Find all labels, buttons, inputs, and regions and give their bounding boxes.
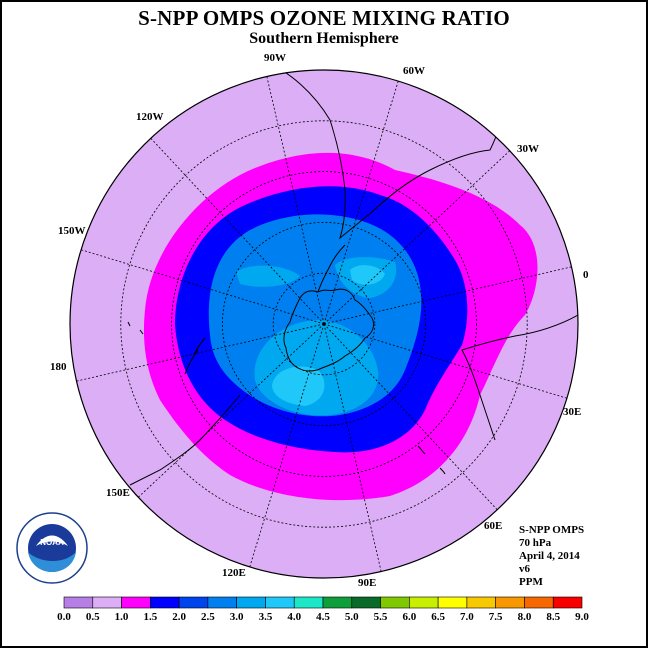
colorbar-swatch	[409, 596, 439, 609]
lon-label-60E: 60E	[484, 520, 502, 532]
antarctica-coast	[283, 288, 375, 372]
colorbar-tick-label: 1.0	[115, 611, 129, 623]
noaa-logo-wave	[28, 552, 76, 572]
colorbar	[63, 596, 583, 609]
colorbar-tick-label: 5.5	[374, 611, 388, 623]
colorbar-swatch	[524, 596, 554, 609]
noaa-logo: NOAA	[16, 512, 88, 584]
colorbar-tick-label: 7.5	[489, 611, 503, 623]
contour-3.0-3.5	[272, 366, 325, 406]
map-subtitle: Southern Hemisphere	[249, 30, 399, 47]
colorbar-swatch	[236, 596, 266, 609]
colorbar-tick-label: 3.0	[230, 611, 244, 623]
colorbar-tick-label: 0.0	[57, 611, 71, 623]
info-units: PPM	[519, 576, 543, 588]
lon-label-60W: 60W	[403, 65, 425, 77]
colorbar-swatch	[293, 596, 324, 609]
colorbar-tick-label: 7.0	[460, 611, 474, 623]
colorbar-swatch	[466, 596, 496, 609]
colorbar-tick-label: 2.5	[201, 611, 215, 623]
colorbar-tick-label: 6.0	[402, 611, 416, 623]
colorbar-swatch	[178, 596, 209, 609]
colorbar-tick-label: 1.5	[143, 611, 157, 623]
info-block: S-NPP OMPS 70 hPa April 4, 2014 v6 PPM	[519, 524, 584, 589]
lon-label-120E: 120E	[222, 567, 246, 579]
colorbar-tick-label: 8.5	[546, 611, 560, 623]
colorbar-swatch	[150, 596, 180, 609]
colorbar-swatch	[322, 596, 353, 609]
map-title: S-NPP OMPS OZONE MIXING RATIO	[138, 6, 510, 30]
lon-label-30W: 30W	[517, 143, 539, 155]
noaa-logo-gull	[36, 535, 68, 546]
new-zealand-coast	[184, 337, 206, 375]
colorbar-swatch	[265, 596, 295, 609]
colorbar-tick-label: 2.0	[172, 611, 186, 623]
colorbar-tick-label: 0.5	[86, 611, 100, 623]
colorbar-tick-label: 9.0	[575, 611, 589, 623]
colorbar-swatch	[437, 596, 468, 609]
colorbar-swatch	[552, 596, 583, 609]
colorbar-tick-label: 4.5	[316, 611, 330, 623]
map-boundary	[69, 69, 579, 579]
latitude-circle	[120, 120, 528, 528]
colorbar-swatch	[207, 596, 237, 609]
lon-label-90E: 90E	[358, 577, 376, 589]
south-america-coast	[259, 70, 509, 240]
colorbar-swatch	[63, 596, 94, 609]
longitude-labels: 90W 60W 30W 0 30E 60E 90E 120E 150E 180 …	[50, 52, 589, 589]
antarctic-peninsula	[317, 244, 346, 293]
colorbar-tick-label: 5.0	[345, 611, 359, 623]
lon-label-30E: 30E	[563, 406, 581, 418]
lon-label-120W: 120W	[136, 111, 164, 123]
contour-3.0-3.5b	[350, 265, 385, 285]
colorbar-swatch	[380, 596, 410, 609]
colorbar-labels: 0.0 0.5 1.0 1.5 2.0 2.5 3.0 3.5 4.0 4.5 5.0 5.5 6.0 6…	[57, 611, 589, 623]
colorbar-swatch	[495, 596, 525, 609]
colorbar-tick-label: 4.0	[287, 611, 301, 623]
colorbar-tick-label: 6.5	[431, 611, 445, 623]
lon-label-180: 180	[50, 361, 67, 373]
contour-2.5-3.0b	[236, 265, 300, 287]
coastlines	[99, 70, 578, 506]
lon-label-150E: 150E	[106, 487, 130, 499]
africa-coast	[461, 314, 578, 441]
colorbar-tick-label: 8.0	[518, 611, 532, 623]
graticule	[76, 76, 572, 572]
indian-ocean-islands	[417, 445, 446, 475]
info-level: 70 hPa	[519, 537, 552, 549]
lon-label-150W: 150W	[58, 225, 86, 237]
lon-label-90W: 90W	[264, 52, 286, 64]
colorbar-swatch	[351, 596, 381, 609]
info-version: v6	[519, 563, 530, 575]
latitude-circle	[171, 171, 477, 477]
info-instrument: S-NPP OMPS	[519, 524, 585, 536]
colorbar-swatch	[121, 596, 151, 609]
ozone-contours	[143, 152, 538, 501]
latitude-circle	[272, 272, 376, 376]
latitude-circle	[221, 221, 426, 426]
noaa-logo-text: NOAA	[40, 538, 64, 547]
lon-label-0: 0	[583, 269, 589, 281]
colorbar-swatch	[92, 596, 122, 609]
australia-coast	[129, 394, 241, 486]
info-date: April 4, 2014	[519, 550, 580, 562]
colorbar-tick-label: 3.5	[259, 611, 273, 623]
